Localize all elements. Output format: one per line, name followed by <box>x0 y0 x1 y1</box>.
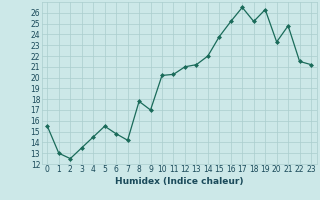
X-axis label: Humidex (Indice chaleur): Humidex (Indice chaleur) <box>115 177 244 186</box>
